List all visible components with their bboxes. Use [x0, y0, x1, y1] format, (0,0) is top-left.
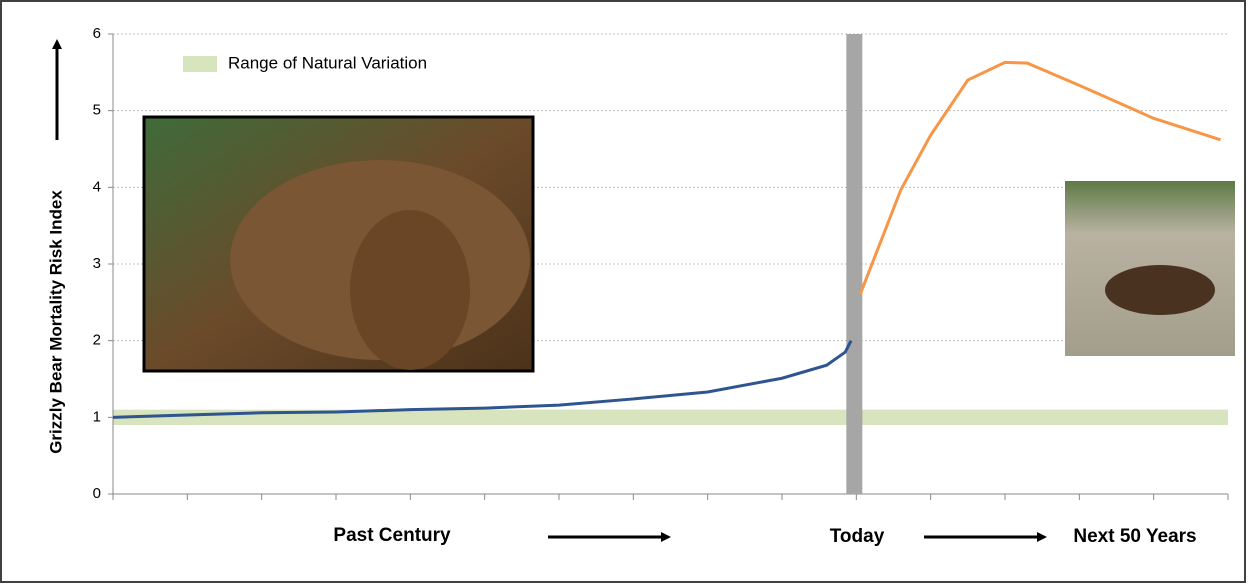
annotation: Past Century: [333, 525, 451, 546]
today-marker: [846, 34, 863, 494]
y-tick-label: 1: [93, 408, 101, 425]
y-tick-label: 2: [93, 332, 101, 349]
photo-dead-bear: [1065, 181, 1235, 356]
legend-label: Range of Natural Variation: [228, 53, 427, 72]
y-tick-label: 4: [93, 178, 101, 195]
y-tick-label: 3: [93, 255, 101, 272]
y-axis-title: Grizzly Bear Mortality Risk Index: [46, 190, 65, 454]
series-line: [112, 339, 853, 419]
photo-bears: [142, 115, 535, 373]
series-line: [858, 60, 1222, 296]
annotation: Today: [830, 526, 885, 547]
legend-swatch: [183, 56, 217, 72]
annotation: Next 50 Years: [1073, 526, 1196, 547]
natural-range-band: [113, 409, 1228, 425]
y-tick-label: 0: [93, 485, 101, 502]
y-tick-label: 6: [93, 25, 101, 42]
y-tick-label: 5: [93, 102, 101, 119]
